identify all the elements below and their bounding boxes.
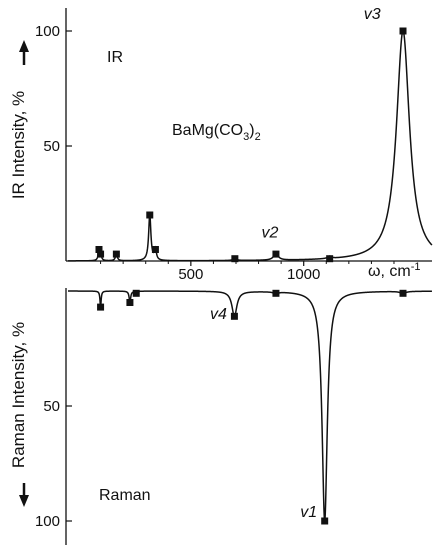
raman-data-marker bbox=[126, 299, 134, 306]
ir-data-marker bbox=[272, 250, 280, 258]
ir-data-marker bbox=[326, 255, 334, 263]
ir-peak-label: v2 bbox=[261, 225, 278, 242]
ir-data-marker bbox=[95, 246, 103, 253]
ir-y-tick-label: 50 bbox=[43, 138, 60, 155]
x-tick-label: 500 bbox=[178, 266, 203, 283]
raman-data-marker bbox=[230, 312, 238, 320]
ir-ylabel: IR Intensity, % bbox=[9, 91, 28, 199]
raman-ylabel: Raman Intensity, % bbox=[9, 322, 28, 468]
ir-y-tick-label: 100 bbox=[35, 23, 60, 40]
raman-panel-label: Raman bbox=[99, 487, 151, 504]
ir-data-marker bbox=[112, 250, 120, 258]
ir-data-marker bbox=[151, 246, 159, 253]
raman-data-marker bbox=[399, 289, 407, 297]
x-tick-label: 1000 bbox=[287, 266, 320, 283]
ir-data-marker bbox=[399, 27, 407, 35]
raman-spectrum-line bbox=[68, 290, 432, 523]
raman-data-marker bbox=[272, 289, 280, 297]
ir-data-marker bbox=[97, 250, 105, 258]
ir-panel-label: IR bbox=[107, 49, 123, 66]
ir-data-marker bbox=[231, 255, 239, 263]
raman-data-marker bbox=[132, 289, 140, 297]
raman-y-tick-label: 50 bbox=[43, 398, 60, 415]
x-axis-label: ω, cm-1 bbox=[368, 261, 421, 280]
ir-peak-label: v3 bbox=[364, 6, 381, 23]
raman-panel: 50 100 v4 v1 bbox=[35, 288, 432, 545]
raman-data-marker bbox=[97, 303, 105, 311]
raman-ylabel-arrow bbox=[19, 483, 29, 507]
raman-y-tick-label: 100 bbox=[35, 513, 60, 530]
ir-data-marker bbox=[146, 211, 154, 219]
raman-data-marker bbox=[321, 517, 329, 525]
ir-spectrum-line bbox=[68, 30, 433, 262]
raman-peak-label: v1 bbox=[300, 504, 317, 521]
raman-peak-label: v4 bbox=[210, 306, 227, 323]
ir-panel: 50 100 500 1000 v2 v3 bbox=[35, 6, 433, 283]
compound-formula: BaMg(CO3)2 bbox=[172, 122, 261, 143]
ir-ylabel-arrow bbox=[19, 40, 29, 65]
